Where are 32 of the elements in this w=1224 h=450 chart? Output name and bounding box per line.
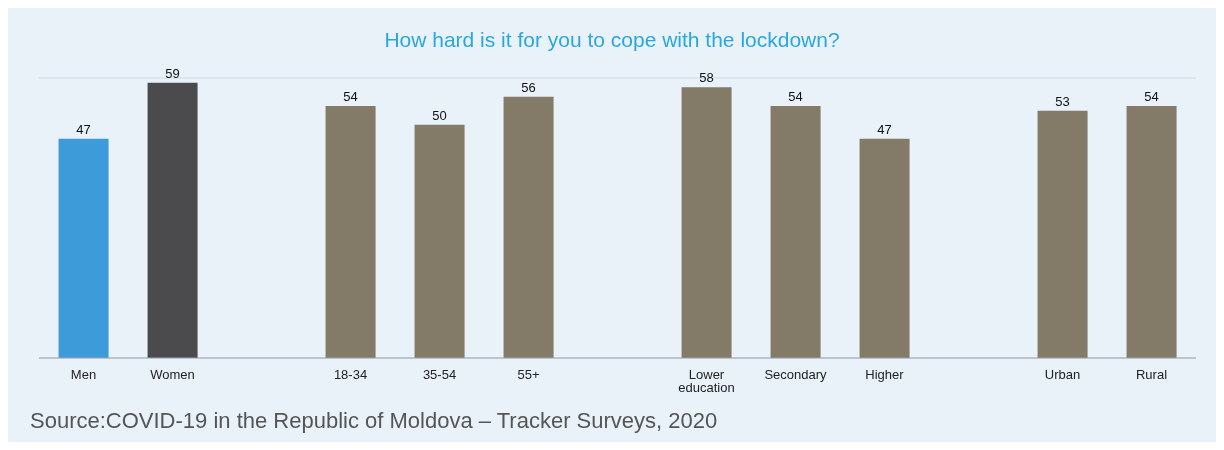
data-label: 58 — [699, 70, 714, 86]
x-tick-label: Rural — [1135, 367, 1168, 383]
x-tick-label: Women — [150, 367, 195, 383]
chart-title: How hard is it for you to cope with the lockdown? — [383, 27, 841, 53]
bar — [1037, 110, 1088, 358]
bar — [147, 82, 198, 358]
bar — [58, 138, 109, 358]
x-tick-label: Secondary — [764, 367, 828, 383]
data-label: 53 — [1055, 93, 1070, 109]
bar — [770, 106, 821, 358]
source-note: Source:COVID-19 in the Republic of Moldova – Tracker Surveys, 2020 — [29, 408, 719, 434]
data-label: 50 — [432, 107, 447, 123]
x-tick-label: 18-34 — [333, 367, 368, 383]
data-label: 47 — [76, 121, 91, 137]
x-tick-label: Men — [70, 367, 97, 383]
data-label: 54 — [343, 89, 358, 104]
data-label: 54 — [788, 89, 803, 104]
bar — [325, 106, 376, 358]
x-tick-label: Higher — [865, 367, 905, 383]
data-label: 54 — [1144, 89, 1159, 104]
x-tick-label: 35-54 — [422, 367, 457, 383]
data-label: 56 — [521, 79, 536, 95]
bar — [859, 138, 910, 358]
bar — [503, 96, 554, 358]
x-tick-label: 55+ — [517, 367, 540, 383]
data-label: 59 — [165, 65, 180, 81]
x-tick-label: Urban — [1044, 367, 1081, 383]
x-tick-label: Lower education — [678, 367, 735, 396]
bar — [1126, 106, 1177, 358]
bar — [681, 87, 732, 358]
data-label: 47 — [877, 121, 892, 137]
bar — [414, 124, 465, 358]
